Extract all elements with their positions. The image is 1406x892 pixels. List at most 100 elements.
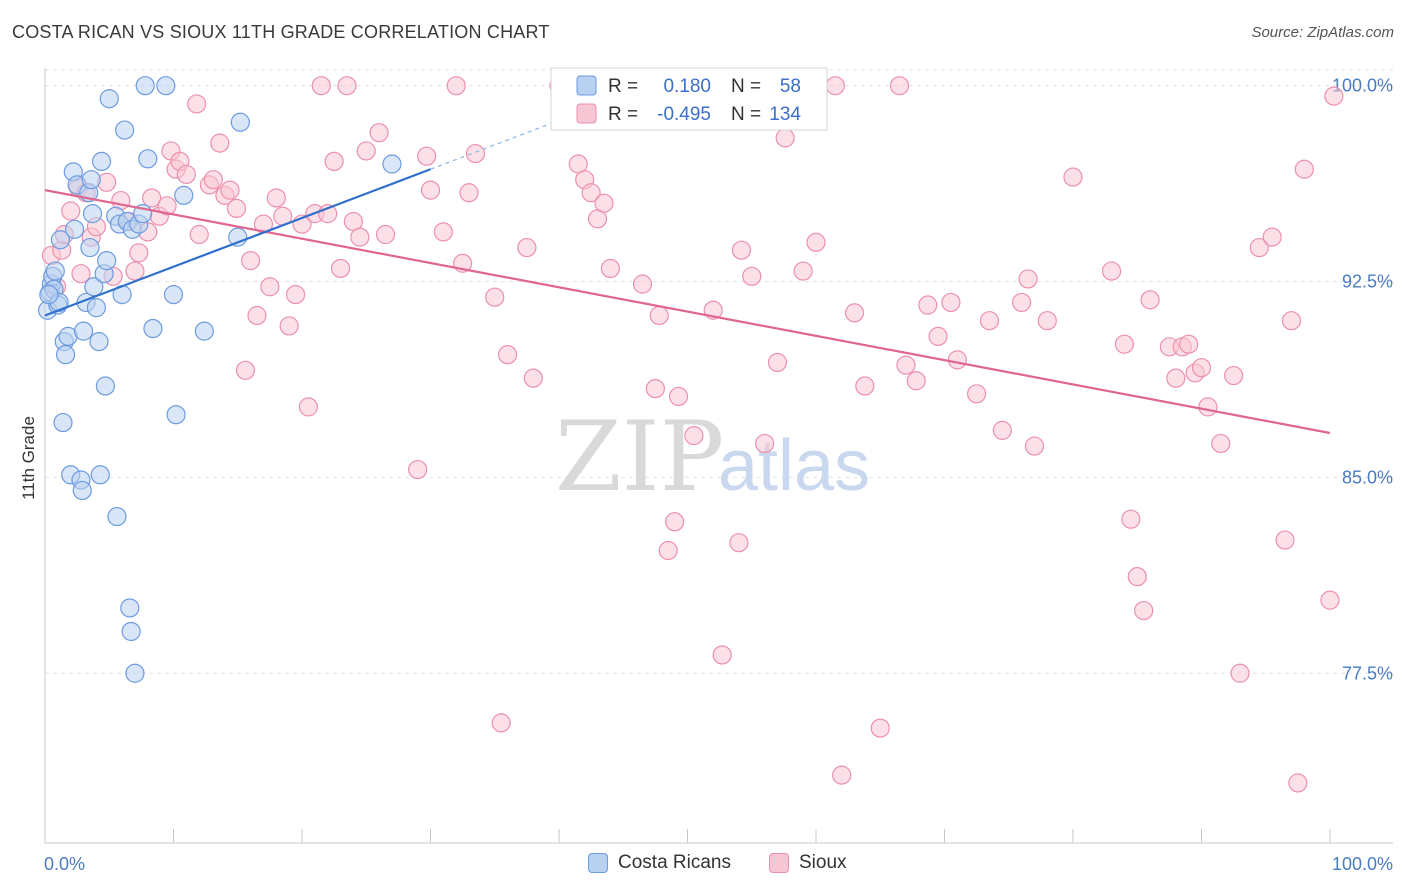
sioux-point bbox=[1198, 397, 1218, 417]
sioux-point bbox=[433, 222, 453, 242]
costa-rican-point bbox=[90, 465, 110, 485]
costa-rican-point bbox=[84, 277, 104, 297]
costa-rican-point bbox=[107, 506, 127, 527]
costa-rican-point bbox=[73, 321, 94, 341]
sioux-point bbox=[408, 459, 428, 480]
sioux-trend-line bbox=[44, 189, 1331, 435]
sioux-point bbox=[446, 76, 466, 96]
sioux-point bbox=[1127, 567, 1147, 587]
costa-rican-point bbox=[163, 284, 184, 305]
sioux-point bbox=[896, 355, 916, 375]
sioux-point bbox=[844, 303, 865, 323]
costa-rican-point bbox=[91, 151, 112, 172]
sioux-point bbox=[1288, 773, 1308, 793]
costa-rican-point bbox=[72, 480, 92, 501]
sioux-point bbox=[125, 261, 145, 281]
sioux-point bbox=[1024, 436, 1045, 456]
legend-item-sioux[interactable]: Sioux bbox=[769, 852, 847, 874]
sioux-point bbox=[684, 426, 704, 446]
costa-rican-point bbox=[125, 663, 145, 683]
sioux-point bbox=[311, 76, 331, 96]
legend-r-label-pink: R = bbox=[608, 104, 638, 125]
costa-rican-point bbox=[81, 170, 101, 190]
legend-item-costa-ricans[interactable]: Costa Ricans bbox=[588, 852, 731, 874]
legend-r-value-pink: -0.495 bbox=[657, 104, 711, 125]
costa-rican-point bbox=[121, 621, 141, 642]
sioux-point bbox=[465, 143, 486, 164]
sioux-point bbox=[979, 311, 1000, 331]
sioux-point bbox=[870, 718, 890, 738]
y-tick-labels: 77.5% 85.0% 92.5% 100.0% bbox=[1332, 76, 1393, 684]
sioux-point bbox=[330, 258, 351, 279]
sioux-points bbox=[41, 76, 1344, 793]
legend-swatch-blue bbox=[576, 75, 597, 96]
sioux-point bbox=[947, 350, 967, 370]
sioux-point bbox=[266, 188, 286, 208]
sioux-point bbox=[356, 141, 376, 161]
sioux-point bbox=[665, 512, 685, 532]
legend-label-costa-ricans: Costa Ricans bbox=[618, 852, 731, 873]
axes bbox=[44, 68, 1393, 844]
sioux-point bbox=[241, 251, 261, 271]
sioux-point bbox=[523, 368, 543, 388]
x-tick-label-min: 0.0% bbox=[44, 854, 85, 874]
costa-rican-point bbox=[55, 345, 76, 365]
sioux-point bbox=[632, 274, 653, 294]
y-tick-label: 85.0% bbox=[1342, 467, 1393, 487]
sioux-point bbox=[260, 277, 280, 297]
sioux-point bbox=[594, 193, 614, 213]
sioux-point bbox=[1037, 311, 1057, 331]
sioux-point bbox=[742, 266, 762, 286]
sioux-point bbox=[806, 232, 826, 252]
legend-swatch-sioux bbox=[769, 853, 789, 873]
sioux-point bbox=[992, 420, 1012, 440]
sioux-point bbox=[189, 224, 209, 245]
sioux-point bbox=[906, 371, 926, 391]
sioux-point bbox=[1249, 237, 1269, 258]
sioux-point bbox=[1224, 365, 1244, 386]
stats-legend-box bbox=[550, 67, 828, 131]
sioux-point bbox=[142, 188, 162, 208]
trend-lines bbox=[44, 95, 1331, 435]
sioux-point bbox=[187, 94, 207, 114]
legend-label-sioux: Sioux bbox=[799, 852, 847, 873]
costa-rican-point bbox=[50, 230, 71, 250]
sioux-point bbox=[517, 237, 537, 258]
sioux-point bbox=[417, 146, 437, 166]
sioux-point bbox=[1134, 600, 1154, 621]
sioux-point bbox=[712, 645, 732, 665]
sioux-point bbox=[1320, 590, 1340, 610]
sioux-point bbox=[1230, 663, 1250, 683]
sioux-point bbox=[485, 287, 505, 307]
sioux-point bbox=[1324, 86, 1344, 106]
sioux-point bbox=[1281, 311, 1302, 331]
sioux-point bbox=[1018, 269, 1038, 289]
sioux-point bbox=[658, 540, 678, 561]
sioux-point bbox=[731, 240, 752, 260]
y-tick-label: 92.5% bbox=[1342, 272, 1393, 292]
sioux-point bbox=[668, 386, 689, 407]
sioux-point bbox=[1191, 358, 1212, 378]
costa-rican-point bbox=[80, 237, 100, 258]
stats-legend: R = 0.180 N = 58 R = -0.495 N = 134 bbox=[550, 67, 828, 131]
sioux-point bbox=[1114, 334, 1135, 354]
legend-r-value-blue: 0.180 bbox=[663, 76, 711, 97]
sioux-point bbox=[157, 196, 177, 216]
y-tick-label: 100.0% bbox=[1332, 76, 1393, 96]
legend-swatch-pink bbox=[576, 103, 597, 124]
costa-rican-point bbox=[95, 376, 115, 396]
sioux-point bbox=[1101, 261, 1122, 281]
sioux-point bbox=[235, 360, 256, 380]
sioux-point bbox=[247, 305, 267, 326]
costa-rican-point bbox=[174, 185, 194, 205]
costa-rican-point bbox=[382, 154, 402, 174]
sioux-point bbox=[832, 765, 852, 785]
costa-rican-point bbox=[143, 318, 163, 339]
costa-rican-point bbox=[230, 112, 250, 132]
sioux-point bbox=[967, 384, 987, 404]
sioux-point bbox=[600, 258, 621, 279]
costa-rican-point bbox=[138, 149, 158, 169]
sioux-point bbox=[375, 224, 396, 245]
sioux-point bbox=[369, 123, 389, 143]
sioux-point bbox=[1166, 368, 1186, 388]
